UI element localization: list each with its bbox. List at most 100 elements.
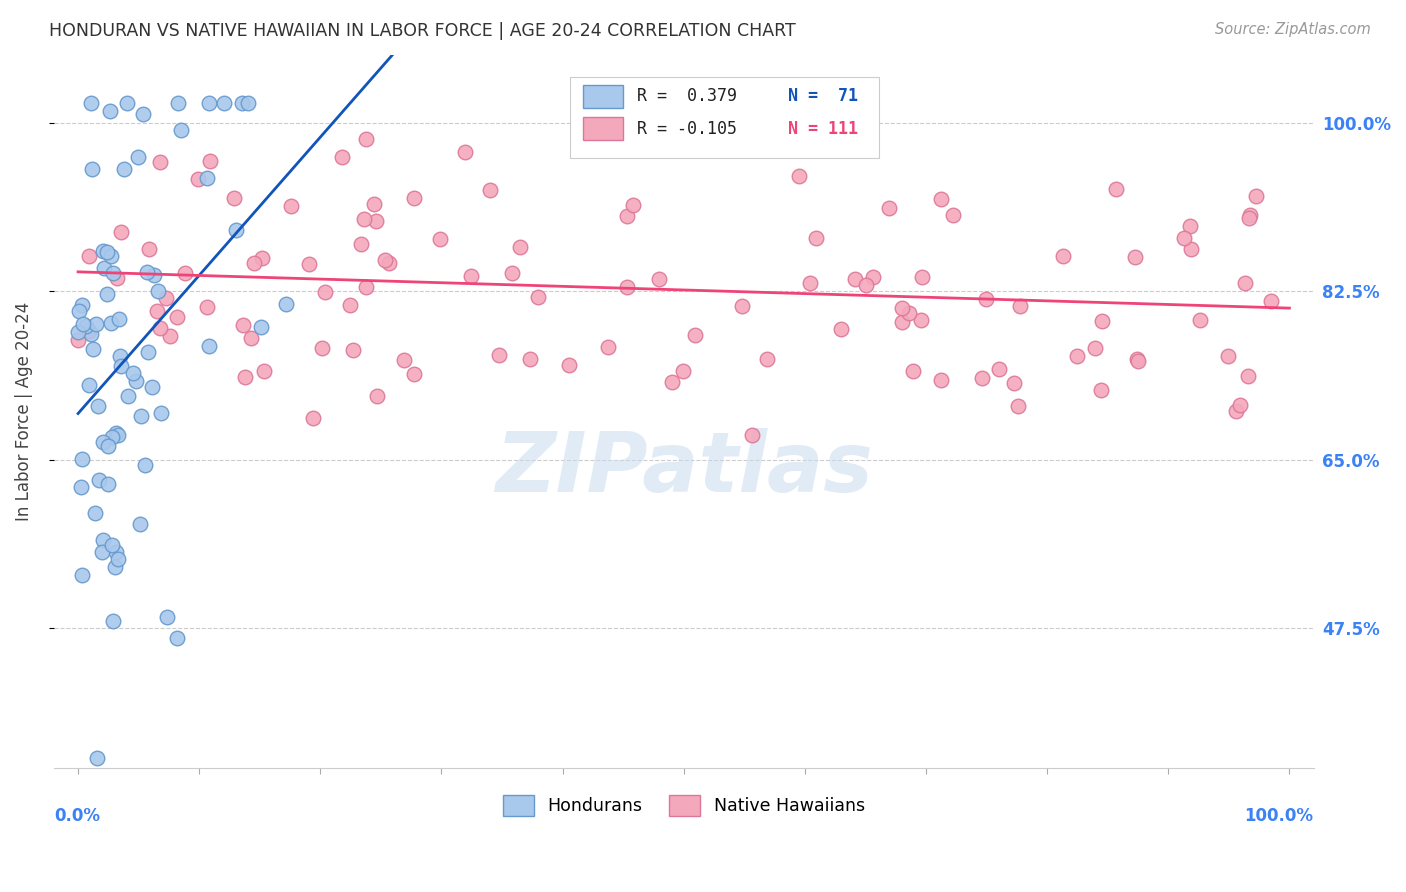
Point — [683, 327, 706, 342]
Point — [302, 410, 325, 425]
Point — [364, 213, 387, 227]
Point — [972, 371, 994, 385]
Point — [911, 269, 934, 284]
Point — [84, 318, 107, 332]
Point — [558, 358, 581, 372]
Point — [1188, 313, 1211, 327]
Point — [1229, 398, 1251, 412]
Point — [103, 266, 125, 280]
Point — [146, 284, 169, 298]
Text: Source: ZipAtlas.com: Source: ZipAtlas.com — [1215, 22, 1371, 37]
Point — [129, 409, 152, 423]
Point — [330, 150, 353, 164]
Point — [1084, 341, 1107, 355]
Point — [101, 430, 124, 444]
Point — [890, 301, 912, 315]
Point — [198, 96, 221, 111]
Point — [929, 373, 952, 387]
FancyBboxPatch shape — [571, 77, 879, 159]
Point — [146, 304, 169, 318]
Point — [1007, 399, 1029, 413]
Bar — [583, 85, 623, 108]
Point — [354, 131, 377, 145]
Point — [82, 161, 104, 176]
Point — [167, 96, 190, 111]
Point — [1237, 211, 1260, 225]
Point — [844, 272, 866, 286]
Point — [93, 261, 115, 276]
Point — [138, 243, 160, 257]
Point — [339, 298, 361, 312]
Point — [910, 313, 932, 327]
Point — [72, 317, 94, 331]
Point — [82, 343, 104, 357]
Point — [830, 322, 852, 336]
Point — [749, 142, 772, 156]
Point — [84, 506, 107, 520]
Point — [974, 293, 997, 307]
Point — [232, 318, 254, 333]
Text: HONDURAN VS NATIVE HAWAIIAN IN LABOR FORCE | AGE 20-24 CORRELATION CHART: HONDURAN VS NATIVE HAWAIIAN IN LABOR FOR… — [49, 22, 796, 40]
Point — [799, 276, 821, 290]
Point — [100, 538, 122, 552]
Point — [77, 324, 100, 338]
Point — [149, 406, 172, 420]
Point — [166, 631, 188, 645]
Point — [479, 183, 502, 197]
Point — [1090, 383, 1112, 397]
Point — [1173, 231, 1195, 245]
Point — [1105, 182, 1128, 196]
Point — [242, 256, 264, 270]
Point — [1233, 276, 1256, 290]
Point — [1244, 189, 1267, 203]
Point — [198, 338, 221, 352]
Point — [274, 296, 297, 310]
Point — [72, 452, 94, 467]
Point — [901, 364, 924, 378]
Point — [79, 96, 101, 111]
Point — [596, 340, 619, 354]
Point — [96, 245, 118, 260]
Point — [187, 172, 209, 186]
Point — [526, 290, 548, 304]
Point — [110, 226, 132, 240]
Point — [107, 311, 129, 326]
Point — [354, 280, 377, 294]
Point — [460, 268, 482, 283]
Point — [616, 209, 638, 223]
Point — [501, 266, 523, 280]
Point — [314, 285, 336, 300]
Point — [80, 327, 103, 342]
Point — [101, 614, 124, 628]
Point — [890, 315, 912, 329]
Point — [366, 390, 388, 404]
Point — [488, 348, 510, 362]
Point — [280, 199, 302, 213]
Point — [86, 751, 108, 765]
Point — [110, 350, 132, 364]
Point — [1091, 313, 1114, 327]
Text: 100.0%: 100.0% — [1244, 807, 1313, 825]
Point — [621, 197, 644, 211]
Point — [107, 552, 129, 566]
Point — [648, 272, 671, 286]
Point — [100, 249, 122, 263]
Point — [250, 251, 273, 265]
Point — [1066, 349, 1088, 363]
Point — [127, 150, 149, 164]
Point — [616, 280, 638, 294]
Point — [1178, 219, 1201, 233]
Point — [149, 321, 172, 335]
Point — [91, 435, 114, 450]
Point — [132, 107, 155, 121]
Point — [454, 145, 477, 159]
Point — [1225, 404, 1247, 418]
Point — [988, 362, 1011, 376]
Point — [75, 318, 97, 333]
Point — [87, 399, 110, 413]
Point — [404, 191, 426, 205]
Point — [353, 211, 375, 226]
Point — [224, 191, 246, 205]
Text: ZIPatlas: ZIPatlas — [495, 428, 873, 509]
Point — [77, 378, 100, 392]
